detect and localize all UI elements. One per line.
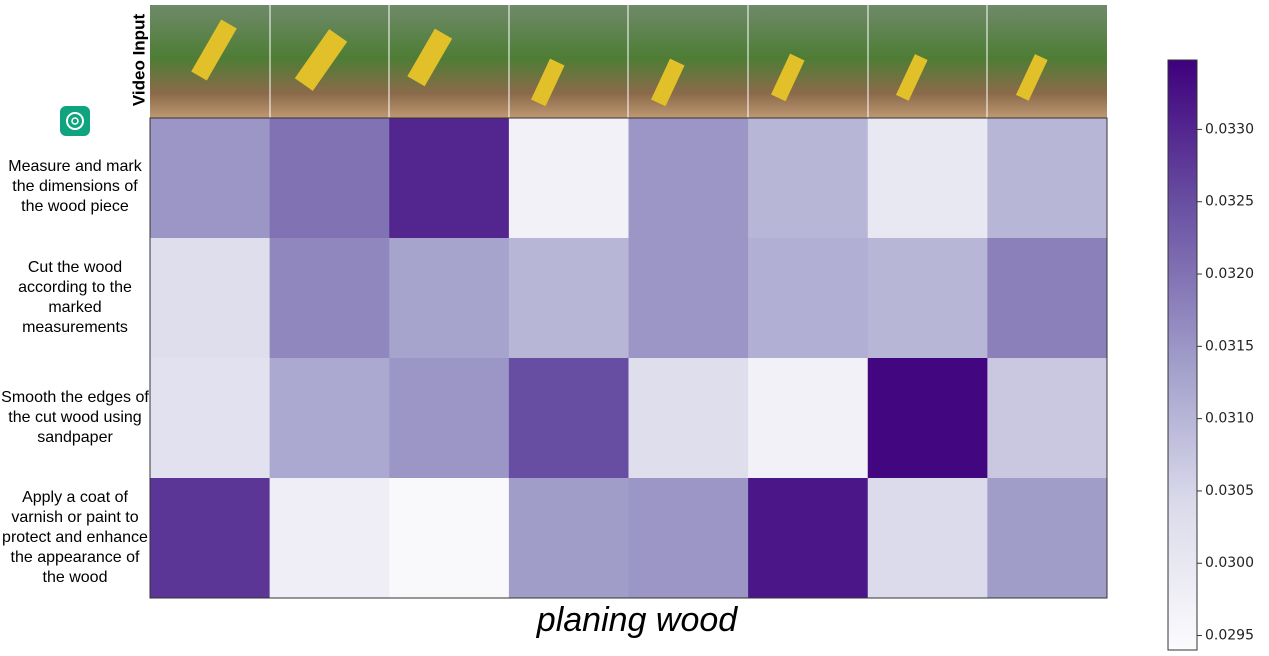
heatmap-cell: [868, 238, 988, 359]
heatmap-cell: [868, 478, 988, 599]
x-axis-label: planing wood: [536, 601, 738, 639]
heatmap-cell: [748, 238, 868, 359]
heatmap-cell: [748, 358, 868, 479]
heatmap-cell: [868, 118, 988, 239]
heatmap-cell: [389, 118, 509, 239]
heatmap-cell: [868, 358, 988, 479]
heatmap-cell: [509, 118, 629, 239]
heatmap-cell: [150, 238, 270, 359]
heatmap-cell: [150, 358, 270, 479]
heatmap-cell: [270, 238, 390, 359]
colorbar-tick-label: 0.0295: [1205, 628, 1254, 644]
heatmap-cell: [150, 478, 270, 599]
heatmap-cell: [270, 478, 390, 599]
heatmap-cell: [629, 118, 749, 239]
heatmap-cell: [987, 358, 1107, 479]
heatmap-cell: [389, 358, 509, 479]
heatmap-cell: [748, 478, 868, 599]
colorbar-tick-label: 0.0300: [1205, 555, 1254, 571]
heatmap-cell: [987, 238, 1107, 359]
colorbar: [1168, 60, 1197, 650]
colorbar-tick-label: 0.0320: [1205, 266, 1254, 282]
heatmap-cell: [270, 118, 390, 239]
heatmap-cell: [987, 478, 1107, 599]
row-label: Measure and mark the dimensions of the w…: [0, 136, 150, 238]
heatmap-cell: [509, 358, 629, 479]
row-label: Smooth the edges of the cut wood using s…: [0, 358, 150, 478]
heatmap-cell: [748, 118, 868, 239]
chatgpt-icon: [60, 106, 90, 136]
colorbar-tick-label: 0.0310: [1205, 411, 1254, 427]
video-frames: [150, 5, 1107, 123]
heatmap-cell: [629, 238, 749, 359]
heatmap-cell: [509, 238, 629, 359]
heatmap-cell: [389, 478, 509, 599]
row-label: Cut the wood according to the marked mea…: [0, 238, 150, 358]
colorbar-tick-label: 0.0305: [1205, 483, 1254, 499]
heatmap-cell: [150, 118, 270, 239]
heatmap-cell: [987, 118, 1107, 239]
heatmap-cell: [629, 358, 749, 479]
colorbar-tick-label: 0.0330: [1205, 121, 1254, 137]
row-label: Apply a coat of varnish or paint to prot…: [0, 478, 150, 598]
page: Video Input planing wood 0.0330 0.0325 0.0…: [0, 0, 1269, 656]
heatmap-cell: [389, 238, 509, 359]
frame-label: Video Input: [129, 14, 148, 107]
chart: Video Input planing wood 0.0330 0.0325 0.0…: [0, 0, 1269, 656]
heatmap-cell: [629, 478, 749, 599]
heatmap-cell: [270, 358, 390, 479]
colorbar-tick-label: 0.0315: [1205, 338, 1254, 354]
heatmap-cell: [509, 478, 629, 599]
colorbar-tick-label: 0.0325: [1205, 194, 1254, 210]
